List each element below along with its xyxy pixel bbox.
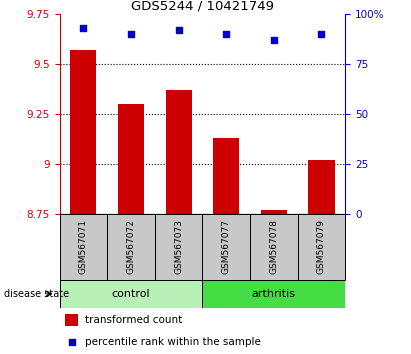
Bar (65, 314, 78, 326)
Text: GSM567071: GSM567071 (79, 219, 88, 274)
Point (270, 37, 277, 43)
Text: transformed count: transformed count (85, 315, 182, 325)
Text: GSM567078: GSM567078 (269, 219, 278, 274)
Bar (202, 214, 250, 280)
Bar (298, 214, 345, 280)
Bar (155, 214, 202, 280)
Bar (60, 280, 202, 308)
Point (175, 27, 182, 33)
Text: control: control (112, 289, 150, 299)
Point (80, 25, 87, 31)
Bar (213, 138, 239, 214)
Bar (250, 214, 298, 280)
Bar (308, 160, 335, 214)
Bar (60, 214, 107, 280)
Text: percentile rank within the sample: percentile rank within the sample (85, 337, 261, 347)
Bar (107, 214, 155, 280)
Bar (202, 280, 345, 308)
Title: GDS5244 / 10421749: GDS5244 / 10421749 (131, 0, 274, 13)
Text: GSM567077: GSM567077 (222, 219, 231, 274)
Bar (166, 90, 192, 214)
Bar (118, 104, 144, 214)
Text: GSM567072: GSM567072 (127, 219, 136, 274)
Bar (261, 210, 287, 214)
Point (128, 32, 134, 37)
Bar (70, 50, 97, 214)
Text: GSM567079: GSM567079 (317, 219, 326, 274)
Text: disease state: disease state (4, 289, 69, 299)
Point (223, 32, 229, 37)
Point (69, 339, 76, 344)
Text: GSM567073: GSM567073 (174, 219, 183, 274)
Text: arthritis: arthritis (252, 289, 296, 299)
Point (318, 32, 325, 37)
